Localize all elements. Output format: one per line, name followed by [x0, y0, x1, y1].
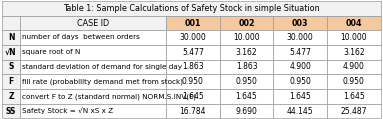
Text: 001: 001 — [185, 19, 201, 28]
Text: 10.000: 10.000 — [340, 33, 367, 42]
Text: 1.645: 1.645 — [236, 92, 257, 101]
Text: square root of N: square root of N — [23, 49, 81, 55]
Text: 0.950: 0.950 — [343, 77, 365, 86]
Bar — [166, 60, 220, 74]
Bar — [20, 104, 166, 118]
Text: 0.950: 0.950 — [182, 77, 204, 86]
Bar — [273, 60, 327, 74]
Bar — [220, 30, 273, 45]
Text: 5.477: 5.477 — [182, 48, 204, 57]
Bar — [327, 74, 381, 89]
Text: Safety Stock = √N xS x Z: Safety Stock = √N xS x Z — [23, 108, 113, 114]
Text: 30.000: 30.000 — [287, 33, 314, 42]
Text: 3.162: 3.162 — [343, 48, 365, 57]
Bar — [327, 60, 381, 74]
Text: 16.784: 16.784 — [180, 107, 206, 116]
Text: F: F — [8, 77, 14, 86]
Bar — [166, 17, 220, 30]
Text: 5.477: 5.477 — [289, 48, 311, 57]
Text: standard deviation of demand for single day: standard deviation of demand for single … — [23, 64, 182, 70]
Bar — [273, 17, 327, 30]
Text: √N: √N — [5, 48, 17, 57]
Text: Z: Z — [8, 92, 14, 101]
Bar — [220, 104, 273, 118]
Bar — [327, 104, 381, 118]
Text: SS: SS — [6, 107, 16, 116]
Bar — [2, 60, 20, 74]
Bar — [166, 30, 220, 45]
Text: CASE ID: CASE ID — [77, 19, 109, 28]
Bar — [20, 17, 166, 30]
Bar — [2, 45, 20, 60]
Bar — [166, 45, 220, 60]
Bar — [2, 89, 20, 104]
Bar — [20, 89, 166, 104]
Bar — [2, 17, 20, 30]
Text: S: S — [8, 62, 14, 71]
Bar — [2, 30, 20, 45]
Bar — [273, 45, 327, 60]
Text: Table 1: Sample Calculations of Safety Stock in simple Situation: Table 1: Sample Calculations of Safety S… — [63, 4, 320, 13]
Text: 4.900: 4.900 — [343, 62, 365, 71]
Text: 1.863: 1.863 — [182, 62, 204, 71]
Bar — [20, 30, 166, 45]
Text: 30.000: 30.000 — [180, 33, 206, 42]
Bar — [220, 89, 273, 104]
Text: 3.162: 3.162 — [236, 48, 257, 57]
Bar — [273, 30, 327, 45]
Bar — [166, 74, 220, 89]
Text: N: N — [8, 33, 14, 42]
Bar — [2, 104, 20, 118]
Bar — [2, 1, 381, 17]
Bar — [20, 45, 166, 60]
Bar — [327, 89, 381, 104]
Text: 002: 002 — [238, 19, 255, 28]
Text: 10.000: 10.000 — [233, 33, 260, 42]
Text: 1.863: 1.863 — [236, 62, 257, 71]
Bar — [327, 17, 381, 30]
Bar — [20, 60, 166, 74]
Bar — [273, 89, 327, 104]
Bar — [273, 104, 327, 118]
Bar — [20, 74, 166, 89]
Bar — [166, 89, 220, 104]
Bar — [2, 74, 20, 89]
Text: 1.645: 1.645 — [289, 92, 311, 101]
Text: 004: 004 — [345, 19, 362, 28]
Text: 44.145: 44.145 — [287, 107, 314, 116]
Bar — [327, 30, 381, 45]
Text: 25.487: 25.487 — [340, 107, 367, 116]
Text: 003: 003 — [292, 19, 308, 28]
Text: 0.950: 0.950 — [289, 77, 311, 86]
Text: 4.900: 4.900 — [289, 62, 311, 71]
Bar — [220, 45, 273, 60]
Text: 1.645: 1.645 — [182, 92, 204, 101]
Text: 0.950: 0.950 — [236, 77, 257, 86]
Bar — [327, 45, 381, 60]
Text: 9.690: 9.690 — [236, 107, 257, 116]
Text: convert F to Z (standard normal) NORM.S.INV(F): convert F to Z (standard normal) NORM.S.… — [23, 93, 196, 100]
Bar — [220, 74, 273, 89]
Text: number of days  between orders: number of days between orders — [23, 34, 140, 40]
Bar — [220, 60, 273, 74]
Text: 1.645: 1.645 — [343, 92, 365, 101]
Bar — [220, 17, 273, 30]
Text: fill rate (probability demand met from stock): fill rate (probability demand met from s… — [23, 78, 183, 85]
Bar — [166, 104, 220, 118]
Bar — [273, 74, 327, 89]
